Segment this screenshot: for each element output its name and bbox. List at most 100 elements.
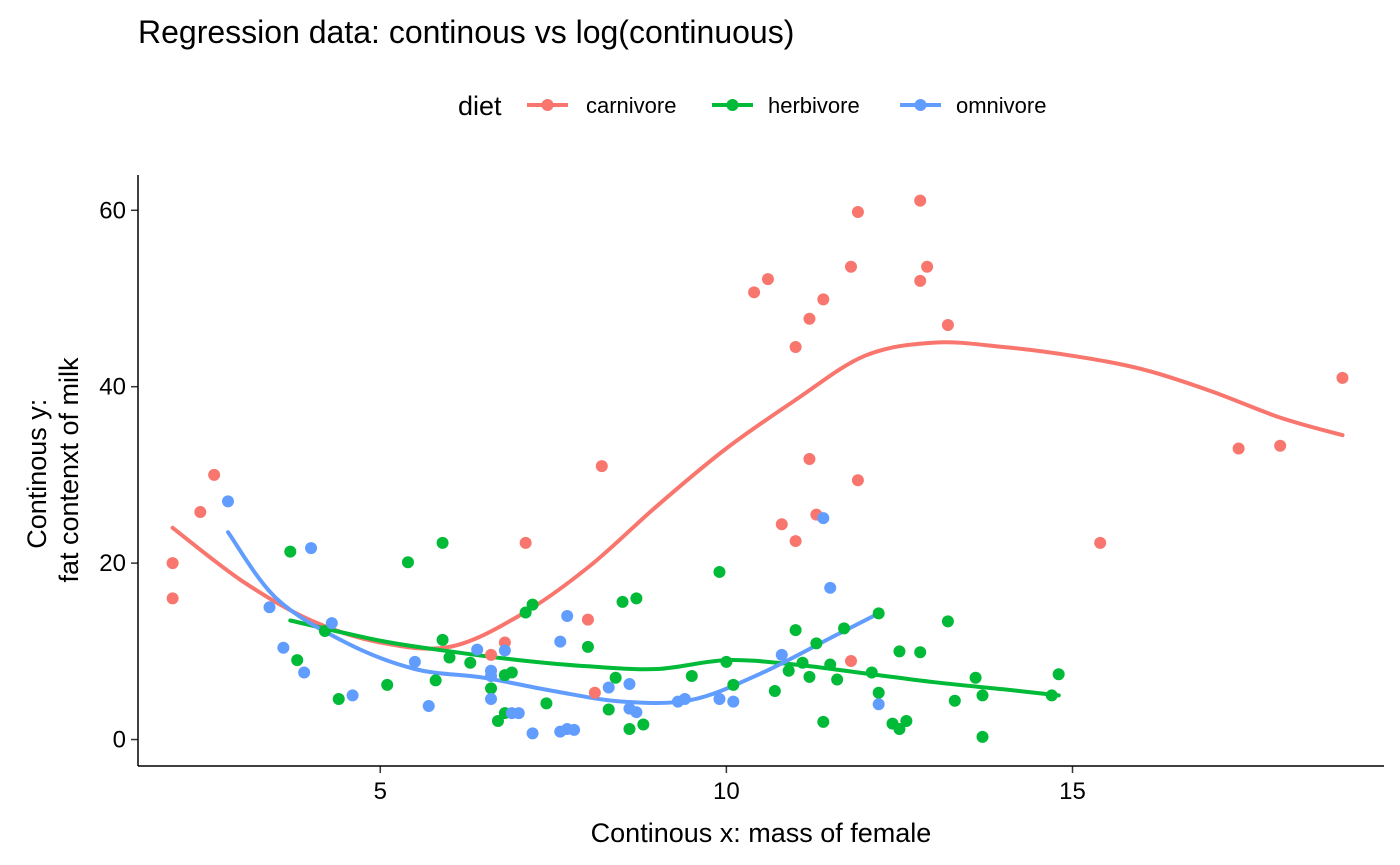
- point-herbivore: [817, 715, 830, 728]
- point-herbivore: [727, 678, 740, 691]
- point-carnivore: [1274, 439, 1287, 452]
- point-omnivore: [824, 581, 837, 594]
- point-herbivore: [485, 682, 498, 695]
- point-omnivore: [561, 610, 574, 623]
- x-tick-label: 10: [713, 778, 740, 805]
- point-omnivore: [346, 689, 359, 702]
- point-carnivore: [789, 535, 802, 548]
- point-omnivore: [713, 692, 726, 705]
- point-omnivore: [872, 698, 885, 711]
- point-omnivore: [554, 635, 567, 648]
- y-axis-ticks: 0 20 40 60: [99, 197, 138, 754]
- point-omnivore: [817, 512, 830, 525]
- y-tick-label: 60: [99, 197, 126, 224]
- point-omnivore: [221, 495, 234, 508]
- point-herbivore: [637, 718, 650, 731]
- point-herbivore: [713, 565, 726, 578]
- y-tick-label: 20: [99, 550, 126, 577]
- legend-title: diet: [458, 91, 502, 121]
- point-carnivore: [775, 518, 788, 531]
- point-herbivore: [519, 606, 532, 619]
- point-carnivore: [817, 293, 830, 306]
- point-herbivore: [768, 685, 781, 698]
- point-omnivore: [263, 601, 276, 614]
- x-axis-ticks: 5 10 15: [374, 766, 1086, 805]
- point-omnivore: [408, 655, 421, 668]
- point-herbivore: [914, 646, 927, 659]
- point-omnivore: [602, 681, 615, 694]
- point-herbivore: [332, 692, 345, 705]
- point-carnivore: [914, 194, 927, 207]
- point-herbivore: [491, 715, 504, 728]
- point-carnivore: [851, 206, 864, 219]
- point-carnivore: [803, 453, 816, 466]
- x-tick-label: 5: [374, 778, 387, 805]
- legend-key-dot-herbivore: [726, 99, 739, 111]
- point-herbivore: [540, 697, 553, 710]
- point-herbivore: [1045, 689, 1058, 702]
- point-herbivore: [831, 673, 844, 686]
- point-carnivore: [844, 655, 857, 668]
- point-herbivore: [602, 703, 615, 716]
- point-herbivore: [893, 722, 906, 735]
- point-herbivore: [1052, 668, 1065, 681]
- point-herbivore: [616, 595, 629, 608]
- legend-key-dot-carnivore: [541, 99, 554, 111]
- chart-title: Regression data: continous vs log(contin…: [138, 14, 794, 50]
- point-omnivore: [775, 648, 788, 661]
- point-carnivore: [1336, 371, 1349, 384]
- point-herbivore: [865, 666, 878, 679]
- y-axis-title-line-1: Continous y:: [22, 399, 52, 549]
- point-carnivore: [485, 648, 498, 661]
- point-herbivore: [505, 666, 518, 679]
- point-omnivore: [485, 664, 498, 677]
- point-carnivore: [748, 286, 761, 299]
- point-omnivore: [630, 706, 643, 719]
- y-axis-title-line-2: fat contenxt of milk: [54, 357, 84, 583]
- point-omnivore: [623, 677, 636, 690]
- point-herbivore: [443, 651, 456, 664]
- point-herbivore: [720, 655, 733, 668]
- y-tick-label: 40: [99, 374, 126, 401]
- point-herbivore: [824, 658, 837, 671]
- point-herbivore: [789, 624, 802, 637]
- point-herbivore: [893, 645, 906, 658]
- point-herbivore: [976, 689, 989, 702]
- point-omnivore: [568, 723, 581, 736]
- point-herbivore: [872, 686, 885, 699]
- point-carnivore: [519, 536, 532, 549]
- point-herbivore: [401, 556, 414, 569]
- point-herbivore: [464, 656, 477, 669]
- smooth-lines: [170, 340, 1345, 706]
- point-carnivore: [921, 260, 934, 273]
- point-omnivore: [498, 644, 511, 657]
- legend-label-herbivore: herbivore: [768, 93, 860, 118]
- point-herbivore: [381, 678, 394, 691]
- legend-key-dot-omnivore: [914, 99, 927, 111]
- point-herbivore: [630, 592, 643, 605]
- point-carnivore: [194, 505, 207, 518]
- point-omnivore: [305, 542, 318, 555]
- point-omnivore: [471, 643, 484, 656]
- point-herbivore: [609, 671, 622, 684]
- legend-label-carnivore: carnivore: [586, 93, 676, 118]
- point-omnivore: [277, 641, 290, 654]
- point-herbivore: [941, 615, 954, 628]
- point-herbivore: [872, 607, 885, 620]
- point-herbivore: [810, 637, 823, 650]
- smooth-line-omnivore: [226, 530, 881, 706]
- legend-key-omnivore: omnivore: [900, 93, 1046, 118]
- point-omnivore: [727, 695, 740, 708]
- point-herbivore: [948, 694, 961, 707]
- point-herbivore: [803, 670, 816, 683]
- legend-label-omnivore: omnivore: [956, 93, 1046, 118]
- y-tick-label: 0: [113, 727, 126, 754]
- data-points: [166, 194, 1349, 743]
- point-omnivore: [512, 707, 525, 720]
- point-omnivore: [485, 692, 498, 705]
- point-carnivore: [844, 260, 857, 273]
- point-carnivore: [1232, 442, 1245, 455]
- point-herbivore: [900, 715, 913, 728]
- point-carnivore: [851, 474, 864, 487]
